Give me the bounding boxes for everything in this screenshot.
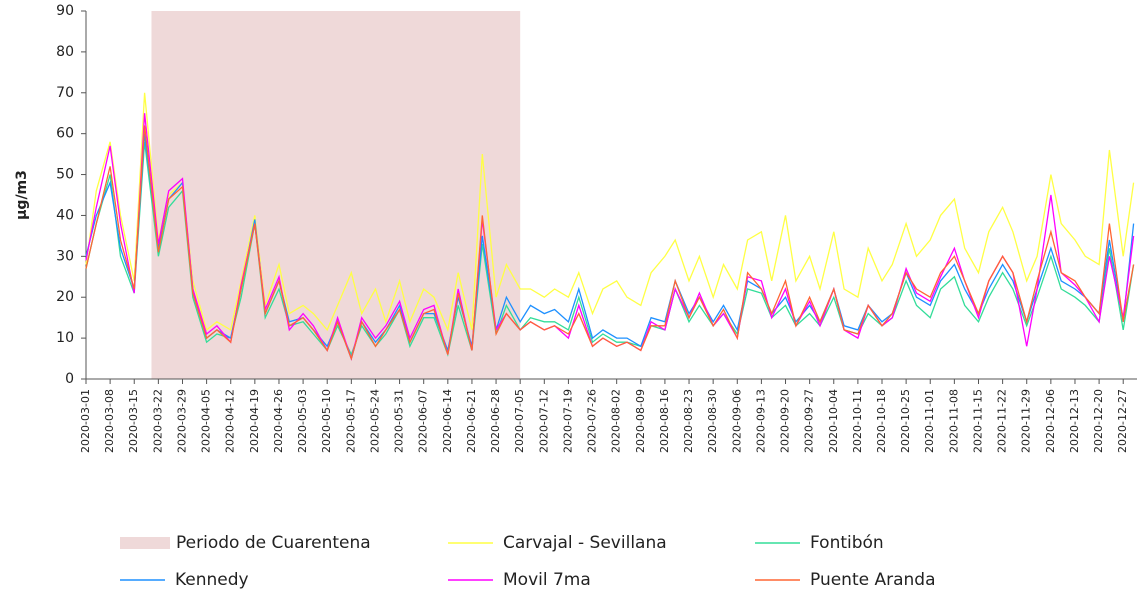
y-tick-label: 60 — [56, 126, 74, 142]
series-line — [85, 125, 1135, 361]
x-tick-label: 2020-11-22 — [996, 389, 1009, 453]
x-tick-label: 2020-06-28 — [489, 389, 502, 453]
x-tick-label: 2020-05-24 — [368, 389, 381, 453]
y-tick-label: 30 — [56, 248, 74, 264]
x-tick-label: 2020-10-11 — [851, 389, 864, 453]
x-tick-label: 2020-03-22 — [151, 389, 164, 453]
x-tick-label: 2020-11-29 — [1020, 389, 1033, 453]
x-tick-label: 2020-03-29 — [175, 389, 188, 453]
x-tick-label: 2020-08-16 — [658, 389, 671, 453]
x-tick-label: 2020-04-19 — [248, 389, 261, 453]
x-tick-label: 2020-05-31 — [393, 389, 406, 453]
x-tick-label: 2020-09-27 — [803, 389, 816, 453]
x-tick-label: 2020-11-15 — [971, 389, 984, 453]
x-tick-label: 2020-12-06 — [1044, 389, 1057, 453]
legend-label: Puente Aranda — [810, 570, 936, 590]
x-tick-label: 2020-12-20 — [1092, 389, 1105, 453]
x-tick-label: 2020-10-18 — [875, 389, 888, 453]
x-tick-label: 2020-11-01 — [923, 389, 936, 453]
x-tick-label: 2020-05-03 — [296, 389, 309, 453]
x-tick-label: 2020-10-25 — [899, 389, 912, 453]
x-tick-label: 2020-08-30 — [706, 389, 719, 453]
legend-label: Kennedy — [175, 570, 249, 590]
legend-label: Movil 7ma — [503, 570, 591, 590]
y-tick-label: 10 — [56, 330, 74, 346]
x-tick-label: 2020-06-21 — [465, 389, 478, 453]
y-tick-label: 20 — [56, 289, 74, 305]
x-tick-label: 2020-05-10 — [320, 389, 333, 453]
legend-label: Periodo de Cuarentena — [176, 533, 371, 553]
x-tick-label: 2020-12-13 — [1068, 389, 1081, 453]
x-tick-label: 2020-03-01 — [79, 389, 92, 453]
x-tick-label: 2020-08-09 — [634, 389, 647, 453]
x-tick-label: 2020-06-14 — [441, 389, 454, 453]
x-tick-label: 2020-09-06 — [730, 389, 743, 453]
x-tick-label: 2020-05-17 — [344, 389, 357, 453]
x-tick-label: 2020-12-27 — [1116, 389, 1129, 453]
x-tick-label: 2020-08-02 — [610, 389, 623, 453]
legend-label: Fontibón — [810, 533, 884, 553]
x-tick-label: 2020-11-08 — [947, 389, 960, 453]
legend-swatch — [120, 537, 170, 549]
y-tick-label: 0 — [65, 371, 74, 387]
x-tick-label: 2020-07-05 — [513, 389, 526, 453]
x-tick-label: 2020-07-19 — [561, 389, 574, 453]
x-tick-label: 2020-04-05 — [200, 389, 213, 453]
x-tick-label: 2020-04-26 — [272, 389, 285, 453]
x-tick-label: 2020-04-12 — [224, 389, 237, 453]
x-tick-label: 2020-03-15 — [127, 389, 140, 453]
y-tick-label: 90 — [56, 3, 74, 19]
x-tick-label: 2020-07-12 — [537, 389, 550, 453]
series-line — [85, 92, 1135, 333]
legend-label: Carvajal - Sevillana — [503, 533, 667, 553]
y-tick-label: 40 — [56, 207, 74, 223]
x-tick-label: 2020-09-13 — [754, 389, 767, 453]
x-tick-label: 2020-10-04 — [827, 389, 840, 453]
y-axis-label: µg/m3 — [14, 170, 30, 220]
x-tick-label: 2020-06-07 — [417, 389, 430, 453]
x-tick-label: 2020-08-23 — [682, 389, 695, 453]
y-tick-label: 50 — [56, 167, 74, 183]
y-tick-label: 80 — [56, 44, 74, 60]
x-tick-label: 2020-03-08 — [103, 389, 116, 453]
x-tick-label: 2020-07-26 — [586, 389, 599, 453]
x-tick-label: 2020-09-20 — [779, 389, 792, 453]
quarantine-shade — [151, 11, 521, 379]
y-tick-label: 70 — [56, 85, 74, 101]
